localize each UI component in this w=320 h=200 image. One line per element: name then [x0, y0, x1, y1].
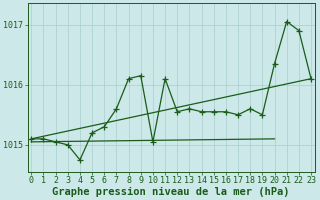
X-axis label: Graphe pression niveau de la mer (hPa): Graphe pression niveau de la mer (hPa) [52, 186, 290, 197]
